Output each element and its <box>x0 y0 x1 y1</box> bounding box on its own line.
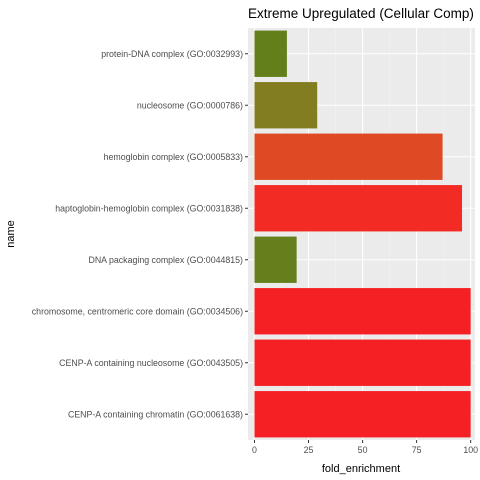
bar <box>254 339 471 386</box>
bar <box>254 30 287 77</box>
chart-title: Extreme Upregulated (Cellular Comp) <box>248 6 474 21</box>
bar <box>254 185 463 232</box>
x-tick-label: 25 <box>304 445 314 455</box>
y-axis-label: name <box>5 220 17 248</box>
y-tick-label: nucleosome (GO:0000786) <box>137 100 243 110</box>
y-tick-label: CENP-A containing nucleosome (GO:0043505… <box>59 358 243 368</box>
x-tick-label: 100 <box>463 445 478 455</box>
x-tick-label: 50 <box>358 445 368 455</box>
y-tick-label: DNA packaging complex (GO:0044815) <box>88 255 243 265</box>
x-tick-label: 75 <box>412 445 422 455</box>
bar <box>254 391 471 438</box>
bar <box>254 288 471 335</box>
y-tick-label: haptoglobin-hemoglobin complex (GO:00318… <box>55 203 243 213</box>
bar <box>254 133 443 180</box>
y-tick-label: hemoglobin complex (GO:0005833) <box>104 152 243 162</box>
x-tick-label: 0 <box>252 445 257 455</box>
y-tick-label: CENP-A containing chromatin (GO:0061638) <box>68 409 243 419</box>
bar <box>254 236 297 283</box>
bar <box>254 82 318 129</box>
y-tick-label: chromosome, centromeric core domain (GO:… <box>32 306 243 316</box>
bars <box>254 30 471 438</box>
x-axis-ticks: 0 25 50 75 100 <box>252 440 478 455</box>
y-axis-ticks: protein-DNA complex (GO:0032993) nucleoso… <box>32 49 248 419</box>
x-axis-label: fold_enrichment <box>322 463 400 475</box>
y-tick-label: protein-DNA complex (GO:0032993) <box>101 49 243 59</box>
